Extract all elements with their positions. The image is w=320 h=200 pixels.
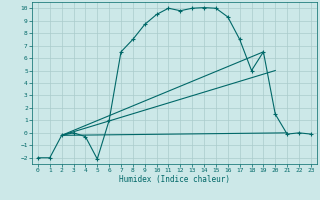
X-axis label: Humidex (Indice chaleur): Humidex (Indice chaleur) <box>119 175 230 184</box>
